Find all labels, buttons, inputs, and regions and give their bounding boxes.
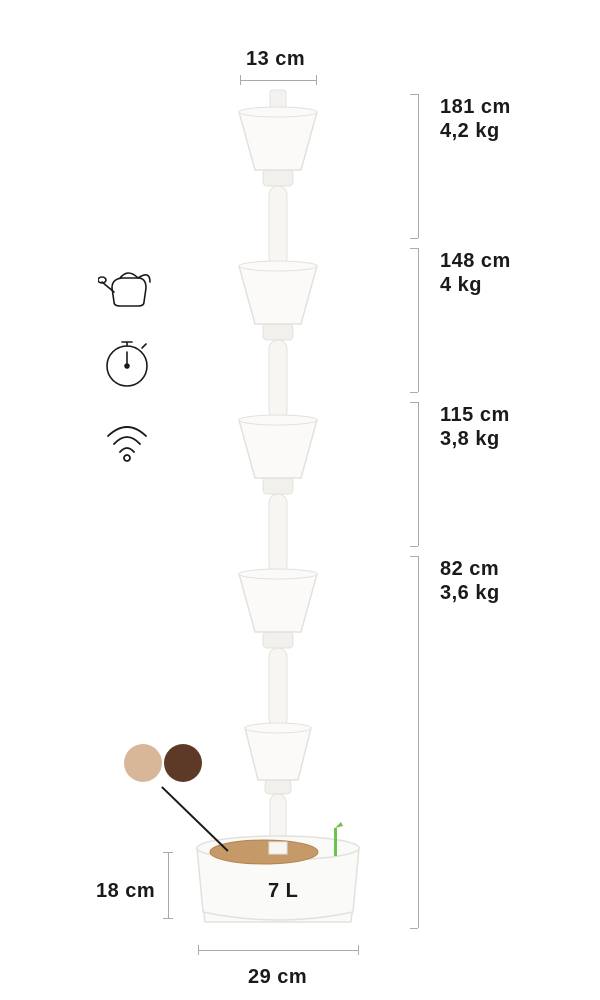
tier-1-weight-label: 4,2 kg (440, 120, 500, 143)
color-swatch-brown (164, 744, 202, 782)
tier-2-height-label: 148 cm (440, 250, 511, 273)
tier-3-weight-label: 3,8 kg (440, 428, 500, 451)
base-width-label: 29 cm (248, 966, 307, 989)
tier-4-height-label: 82 cm (440, 558, 499, 581)
planter-illustration (0, 0, 600, 1000)
top-width-label: 13 cm (246, 48, 305, 71)
base-height-label: 18 cm (96, 880, 155, 903)
watering-can-icon (98, 258, 156, 321)
wifi-icon (100, 414, 154, 473)
tier-2-weight-label: 4 kg (440, 274, 482, 297)
volume-label: 7 L (268, 880, 298, 903)
tier-4-weight-label: 3,6 kg (440, 582, 500, 605)
tier-1-height-label: 181 cm (440, 96, 511, 119)
color-swatch-beige (124, 744, 162, 782)
stopwatch-icon (100, 336, 154, 395)
tier-3-height-label: 115 cm (440, 404, 510, 427)
